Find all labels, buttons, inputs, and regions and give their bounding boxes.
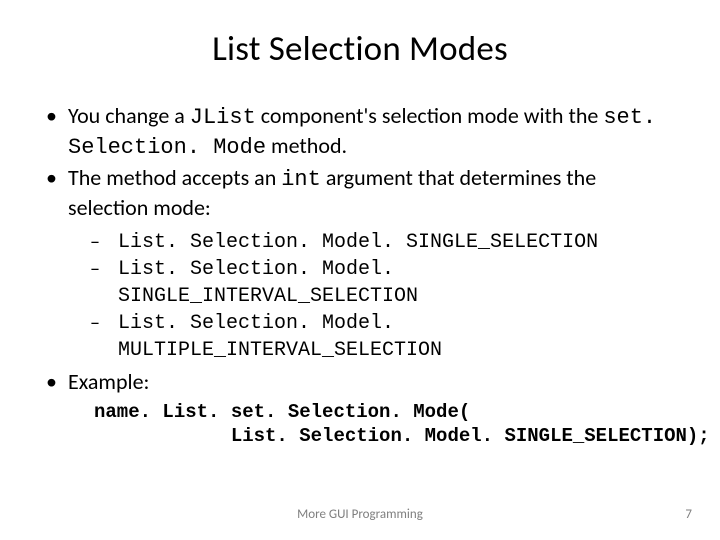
sub-bullet-item: List. Selection. Model. MULTIPLE_INTERVA…	[68, 310, 678, 364]
sub-bullet-item: List. Selection. Model. SINGLE_INTERVAL_…	[68, 256, 678, 310]
text-segment: method.	[266, 132, 347, 159]
text-segment: You change a	[68, 102, 190, 129]
text-segment: The method accepts an	[68, 164, 281, 191]
code-line: List. Selection. Model. SINGLE_SELECTION…	[94, 425, 710, 447]
code-block: name. List. set. Selection. Mode( List. …	[68, 400, 678, 449]
bullet-item-2: The method accepts an int argument that …	[42, 164, 678, 363]
bullet-list: You change a JList component's selection…	[42, 102, 678, 449]
code-inline-int: int	[281, 167, 321, 192]
bullet-item-1: You change a JList component's selection…	[42, 102, 678, 162]
slide-title: List Selection Modes	[42, 28, 678, 70]
slide-content: You change a JList component's selection…	[42, 102, 678, 449]
page-number: 7	[685, 507, 692, 522]
code-inline-jlist: JList	[190, 105, 256, 130]
code-line: name. List. set. Selection. Mode(	[94, 401, 470, 423]
sub-bullet-item: List. Selection. Model. SINGLE_SELECTION	[68, 229, 678, 256]
slide: List Selection Modes You change a JList …	[0, 0, 720, 540]
bullet-item-3: Example: name. List. set. Selection. Mod…	[42, 368, 678, 450]
footer-text: More GUI Programming	[0, 507, 720, 522]
sub-bullet-list: List. Selection. Model. SINGLE_SELECTION…	[68, 229, 678, 364]
text-segment: component's selection mode with the	[256, 102, 604, 129]
text-segment: Example:	[68, 368, 149, 395]
